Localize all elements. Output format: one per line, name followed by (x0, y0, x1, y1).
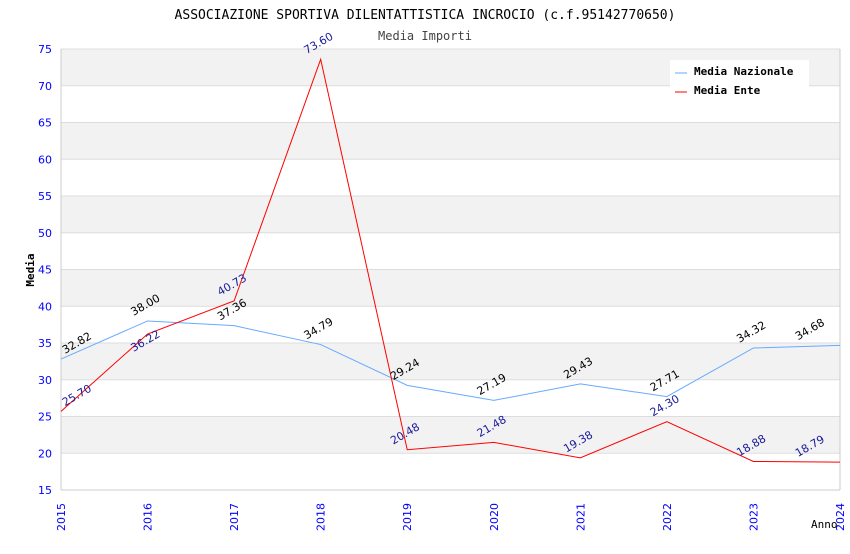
y-tick-label: 25 (38, 411, 52, 424)
legend-label-nazionale: Media Nazionale (694, 65, 794, 78)
y-tick-label: 40 (38, 300, 52, 313)
chart-subtitle: Media Importi (378, 29, 472, 43)
legend-label-ente: Media Ente (694, 84, 761, 97)
series-line-0 (60, 320, 841, 401)
x-tick-label: 2019 (401, 503, 414, 531)
y-tick-label: 60 (38, 153, 52, 166)
x-tick-label: 2023 (747, 503, 760, 531)
y-tick-label: 70 (38, 80, 52, 93)
x-axis-label: Anno (811, 518, 838, 531)
grid-band (61, 343, 840, 380)
x-tick-label: 2015 (55, 503, 68, 531)
grid-band (61, 122, 840, 160)
y-tick-label: 35 (38, 337, 52, 350)
y-tick-label: 15 (38, 484, 52, 497)
grid-band (61, 416, 840, 454)
x-tick-label: 2016 (142, 503, 155, 531)
grid-band (61, 269, 840, 307)
series-line-1 (60, 57, 841, 463)
y-tick-label: 75 (38, 43, 52, 56)
grid-band (61, 196, 840, 233)
x-tick-label: 2017 (228, 503, 241, 531)
x-tick-label: 2024 (834, 503, 847, 531)
x-tick-label: 2021 (574, 503, 587, 531)
x-tick-label: 2018 (315, 503, 328, 531)
x-tick-label: 2022 (661, 503, 674, 531)
y-tick-label: 20 (38, 447, 52, 460)
legend: Media Nazionale Media Ente (670, 60, 809, 100)
y-tick-label: 65 (38, 117, 52, 130)
chart-title: ASSOCIAZIONE SPORTIVA DILENTATTISTICA IN… (175, 8, 676, 23)
y-tick-label: 30 (38, 374, 52, 387)
x-tick-label: 2020 (488, 503, 501, 531)
y-axis-label: Media (24, 253, 37, 286)
y-tick-label: 55 (38, 190, 52, 203)
y-tick-label: 50 (38, 227, 52, 240)
y-tick-label: 45 (38, 264, 52, 277)
